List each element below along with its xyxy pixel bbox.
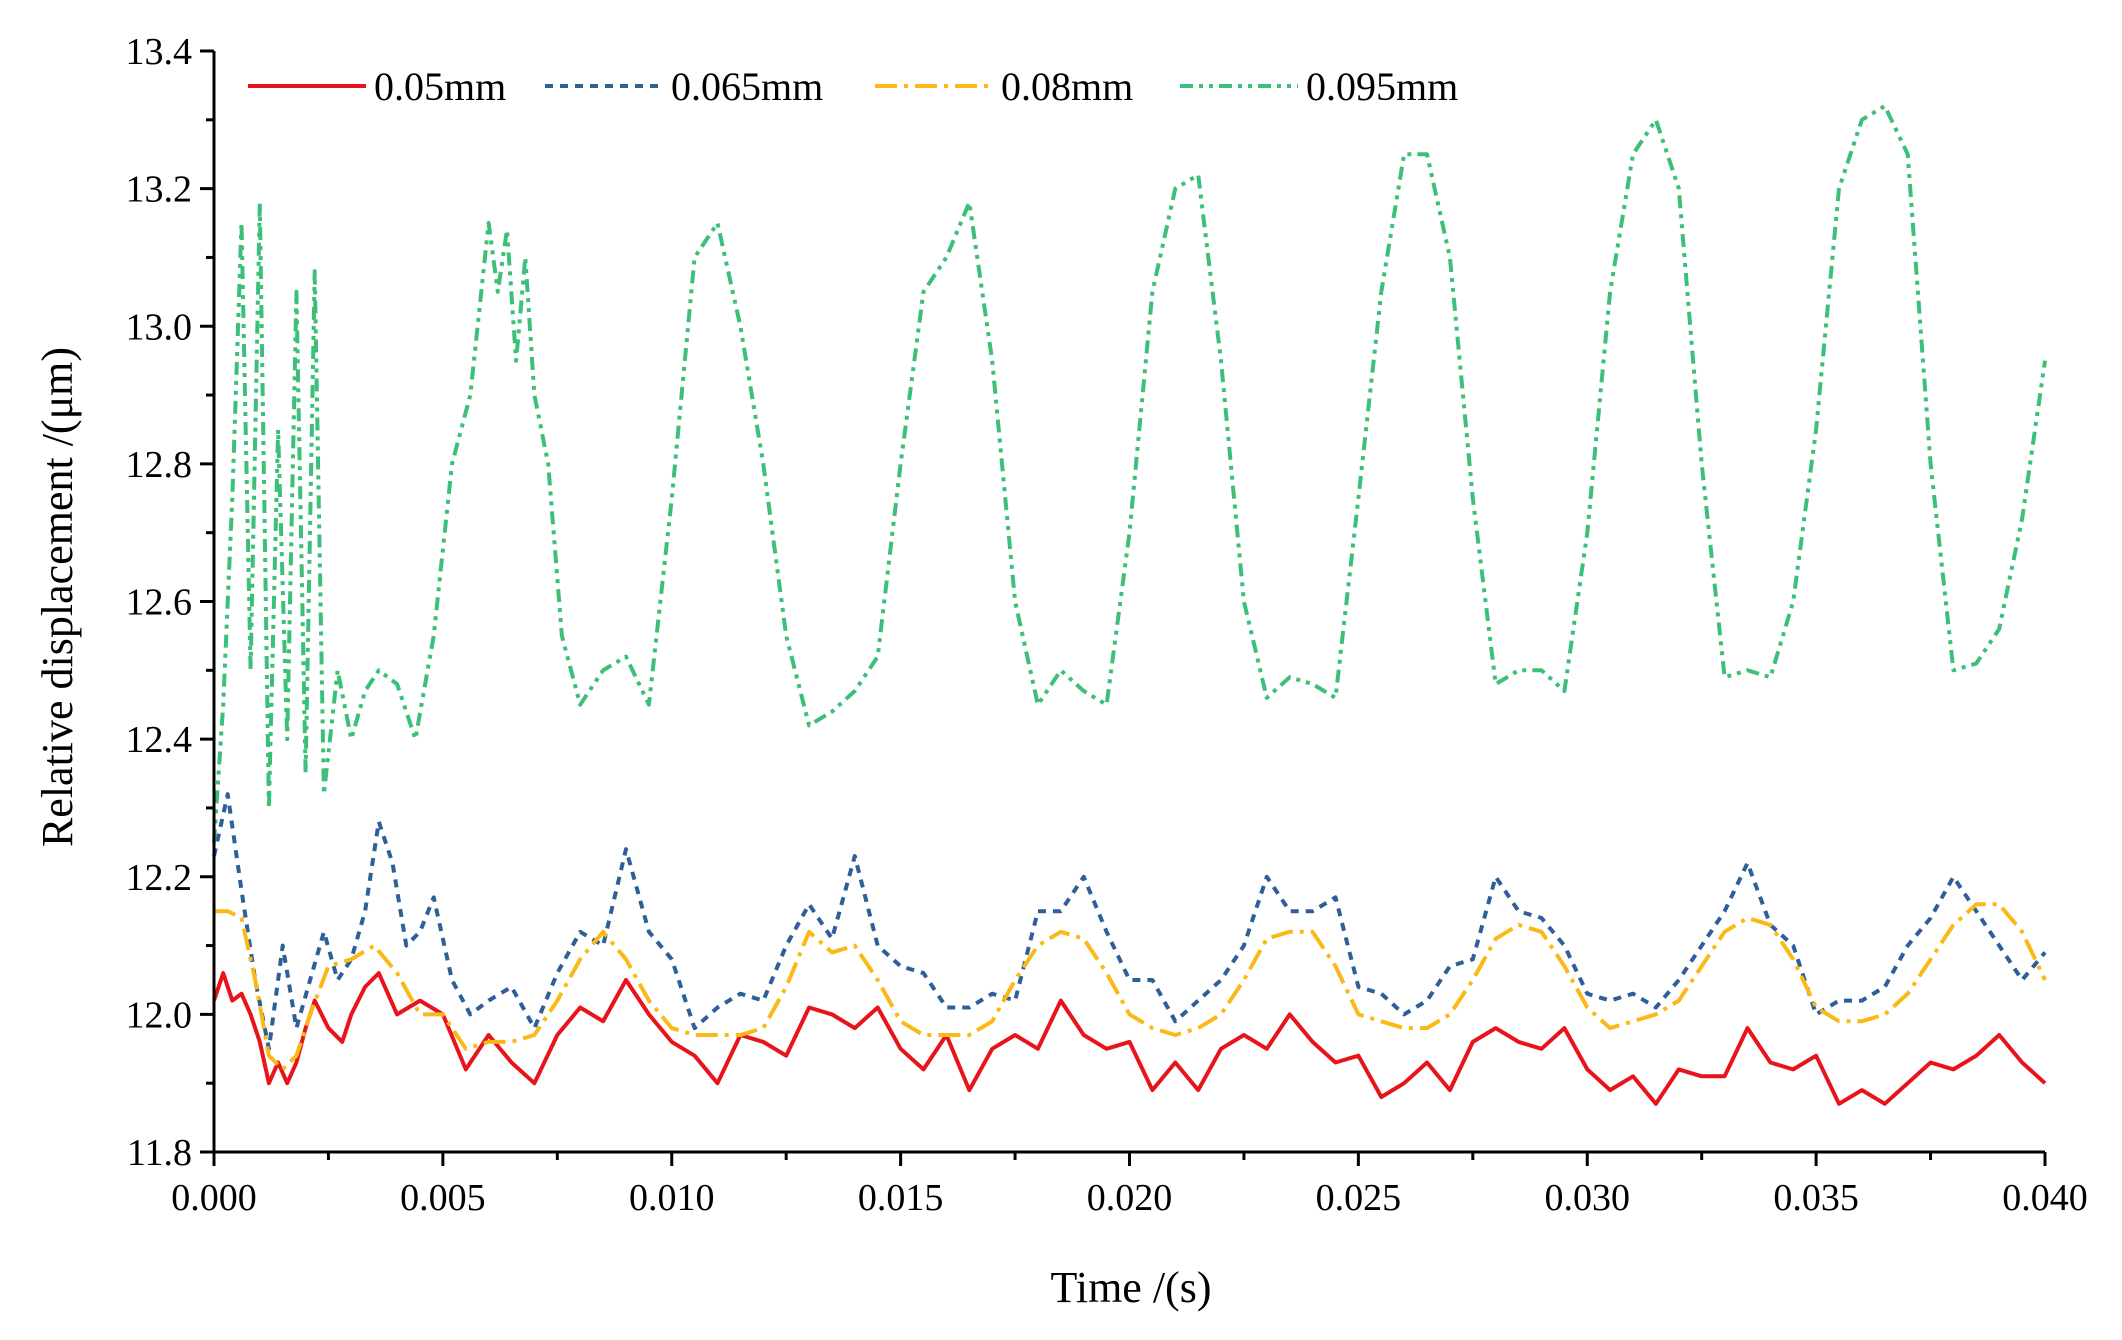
y-tick-label: 13.0	[126, 306, 193, 348]
y-tick-label: 12.2	[126, 857, 193, 899]
legend-label-0.05mm: 0.05mm	[374, 64, 506, 109]
x-tick-label: 0.005	[400, 1177, 486, 1219]
y-tick-label: 13.4	[126, 31, 193, 73]
legend-label-0.065mm: 0.065mm	[671, 64, 823, 109]
x-tick-label: 0.000	[171, 1177, 257, 1219]
legend: 0.05mm 0.065mm 0.08mm 0.095mm	[248, 64, 1458, 109]
legend-label-0.095mm: 0.095mm	[1306, 64, 1458, 109]
y-tick-label: 13.2	[126, 169, 193, 211]
y-axis-title: Relative displacement /(μm)	[33, 347, 82, 847]
series-line-0.095mm	[212, 104, 2047, 843]
series-line-0.065mm	[212, 792, 2047, 1051]
x-tick-label: 0.040	[2002, 1177, 2088, 1219]
y-tick-label: 12.6	[126, 582, 193, 624]
legend-label-0.08mm: 0.08mm	[1001, 64, 1133, 109]
y-tick-label: 11.8	[127, 1132, 192, 1174]
x-tick-label: 0.020	[1087, 1177, 1173, 1219]
x-tick-label: 0.010	[629, 1177, 715, 1219]
x-tick-label: 0.035	[1773, 1177, 1859, 1219]
y-tick-label: 12.0	[126, 994, 193, 1036]
series-layer	[212, 104, 2047, 1106]
x-tick-label: 0.025	[1316, 1177, 1402, 1219]
series-line-0.05mm	[212, 971, 2047, 1106]
x-tick-label: 0.030	[1545, 1177, 1631, 1219]
y-tick-label: 12.4	[126, 719, 193, 761]
axes-layer: 0.000 0.005 0.010 0.015 0.020 0.025 0.030 0.035…	[126, 31, 2088, 1219]
x-axis-title: Time /(s)	[1051, 1263, 1212, 1312]
series-line-0.08mm	[214, 902, 2047, 1072]
x-tick-label: 0.015	[858, 1177, 944, 1219]
y-tick-label: 12.8	[126, 444, 193, 486]
